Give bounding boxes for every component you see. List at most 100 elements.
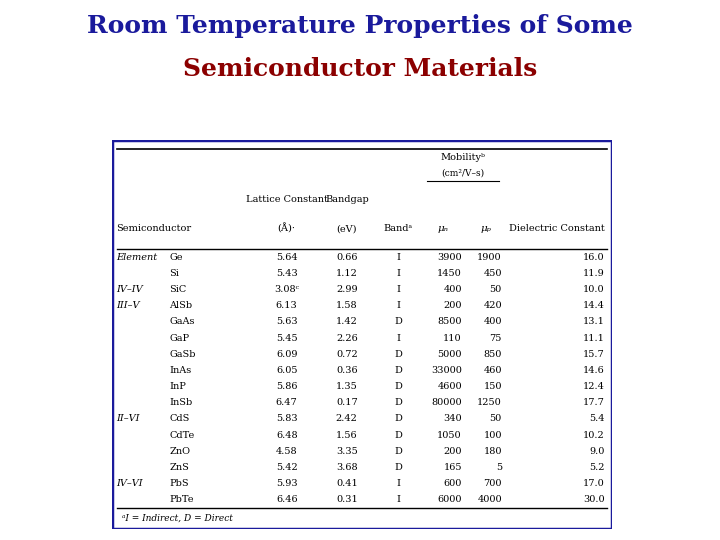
Text: 6000: 6000 xyxy=(437,495,462,504)
Text: 4000: 4000 xyxy=(477,495,502,504)
Text: 200: 200 xyxy=(444,301,462,310)
Text: 400: 400 xyxy=(483,318,502,327)
Text: InAs: InAs xyxy=(169,366,192,375)
Text: Ge: Ge xyxy=(169,253,183,262)
Text: AlSb: AlSb xyxy=(169,301,192,310)
Text: μₚ: μₚ xyxy=(480,224,491,233)
Text: 700: 700 xyxy=(483,479,502,488)
Text: 14.4: 14.4 xyxy=(582,301,605,310)
Text: 16.0: 16.0 xyxy=(583,253,605,262)
Text: PbS: PbS xyxy=(169,479,189,488)
Text: μₙ: μₙ xyxy=(438,224,449,233)
Text: D: D xyxy=(394,414,402,423)
Text: (cm²/V–s): (cm²/V–s) xyxy=(441,168,485,177)
Text: CdS: CdS xyxy=(169,414,189,423)
Text: 6.48: 6.48 xyxy=(276,430,297,440)
Text: CdTe: CdTe xyxy=(169,430,194,440)
Text: 3.68: 3.68 xyxy=(336,463,358,472)
Text: 165: 165 xyxy=(444,463,462,472)
Text: 1.56: 1.56 xyxy=(336,430,358,440)
Text: 340: 340 xyxy=(444,414,462,423)
Text: 200: 200 xyxy=(444,447,462,456)
Text: 6.46: 6.46 xyxy=(276,495,297,504)
Text: 5.64: 5.64 xyxy=(276,253,297,262)
Text: 9.0: 9.0 xyxy=(589,447,605,456)
Text: 15.7: 15.7 xyxy=(582,350,605,359)
Text: 50: 50 xyxy=(490,285,502,294)
Text: II–VI: II–VI xyxy=(117,414,140,423)
Text: 5.86: 5.86 xyxy=(276,382,297,391)
Text: D: D xyxy=(394,382,402,391)
Text: 1450: 1450 xyxy=(437,269,462,278)
Text: 3.08ᶜ: 3.08ᶜ xyxy=(274,285,300,294)
Text: (Å)·: (Å)· xyxy=(278,224,296,234)
Text: 5000: 5000 xyxy=(437,350,462,359)
Text: 4.58: 4.58 xyxy=(276,447,297,456)
Text: 850: 850 xyxy=(484,350,502,359)
Text: D: D xyxy=(394,447,402,456)
Text: 0.72: 0.72 xyxy=(336,350,358,359)
Text: 4600: 4600 xyxy=(437,382,462,391)
Text: 1.12: 1.12 xyxy=(336,269,358,278)
Text: 3.35: 3.35 xyxy=(336,447,358,456)
Text: I: I xyxy=(396,269,400,278)
Text: I: I xyxy=(396,495,400,504)
Text: 17.0: 17.0 xyxy=(582,479,605,488)
Text: 5.83: 5.83 xyxy=(276,414,297,423)
Text: D: D xyxy=(394,318,402,327)
Text: Semiconductor Materials: Semiconductor Materials xyxy=(183,57,537,80)
Text: 0.36: 0.36 xyxy=(336,366,358,375)
Text: Element: Element xyxy=(117,253,158,262)
Text: D: D xyxy=(394,399,402,407)
Text: 420: 420 xyxy=(483,301,502,310)
Text: 450: 450 xyxy=(483,269,502,278)
Text: 5.93: 5.93 xyxy=(276,479,297,488)
Text: 11.1: 11.1 xyxy=(582,334,605,343)
Text: 10.2: 10.2 xyxy=(582,430,605,440)
Text: PbTe: PbTe xyxy=(169,495,194,504)
Text: D: D xyxy=(394,430,402,440)
Text: 80000: 80000 xyxy=(431,399,462,407)
Text: 1.58: 1.58 xyxy=(336,301,358,310)
Text: I: I xyxy=(396,479,400,488)
Text: 50: 50 xyxy=(490,414,502,423)
Text: Lattice Constant: Lattice Constant xyxy=(246,195,328,204)
Text: 5.45: 5.45 xyxy=(276,334,297,343)
Text: 14.6: 14.6 xyxy=(582,366,605,375)
Text: Semiconductor: Semiconductor xyxy=(117,224,192,233)
Text: Si: Si xyxy=(169,269,179,278)
Text: GaSb: GaSb xyxy=(169,350,196,359)
Text: 1250: 1250 xyxy=(477,399,502,407)
Text: 11.9: 11.9 xyxy=(582,269,605,278)
Text: 2.26: 2.26 xyxy=(336,334,358,343)
Text: I: I xyxy=(396,301,400,310)
Text: 10.0: 10.0 xyxy=(583,285,605,294)
Text: D: D xyxy=(394,366,402,375)
Text: 1.42: 1.42 xyxy=(336,318,358,327)
Text: D: D xyxy=(394,463,402,472)
Text: 400: 400 xyxy=(444,285,462,294)
Text: III–V: III–V xyxy=(117,301,140,310)
Text: 180: 180 xyxy=(483,447,502,456)
Text: 5.4: 5.4 xyxy=(589,414,605,423)
Text: InP: InP xyxy=(169,382,186,391)
Text: ZnO: ZnO xyxy=(169,447,190,456)
Text: Bandgap: Bandgap xyxy=(325,195,369,204)
Text: 6.13: 6.13 xyxy=(276,301,297,310)
Text: Mobilityᵇ: Mobilityᵇ xyxy=(441,153,485,163)
Text: 460: 460 xyxy=(483,366,502,375)
Text: 100: 100 xyxy=(483,430,502,440)
Text: Room Temperature Properties of Some: Room Temperature Properties of Some xyxy=(87,14,633,37)
Text: 30.0: 30.0 xyxy=(583,495,605,504)
Text: 6.05: 6.05 xyxy=(276,366,297,375)
Text: 5.2: 5.2 xyxy=(589,463,605,472)
Text: 12.4: 12.4 xyxy=(582,382,605,391)
Text: Dielectric Constant: Dielectric Constant xyxy=(509,224,605,233)
FancyBboxPatch shape xyxy=(112,140,612,529)
Text: 8500: 8500 xyxy=(437,318,462,327)
Text: GaAs: GaAs xyxy=(169,318,194,327)
Text: 2.42: 2.42 xyxy=(336,414,358,423)
Text: I: I xyxy=(396,253,400,262)
Text: 150: 150 xyxy=(483,382,502,391)
Text: 33000: 33000 xyxy=(431,366,462,375)
